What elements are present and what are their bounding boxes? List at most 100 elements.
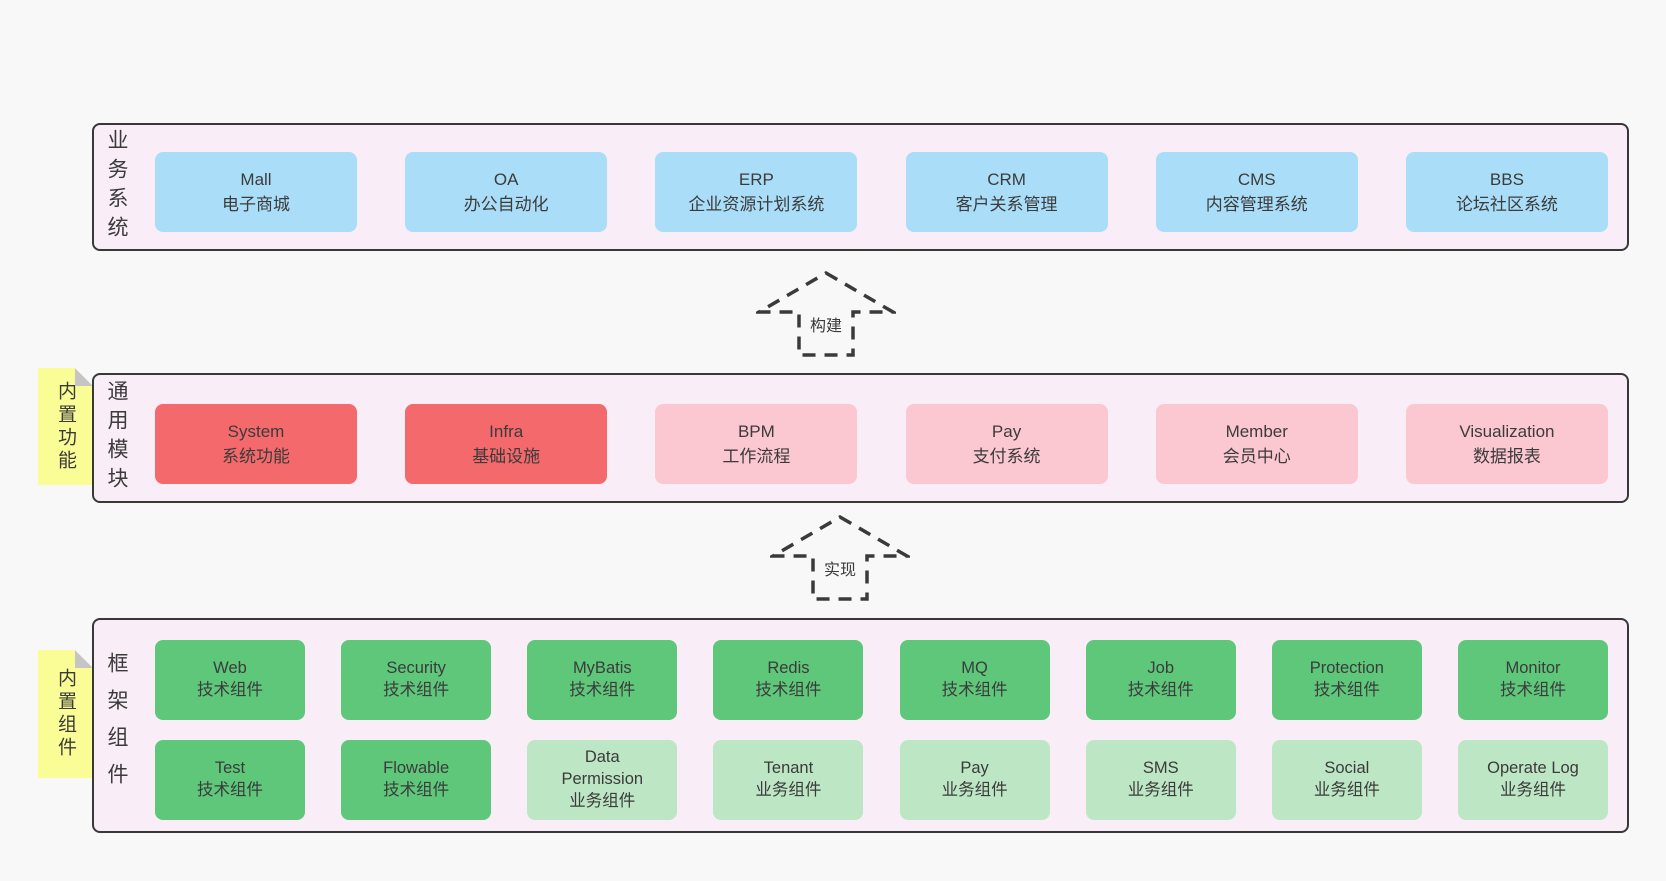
node-subtitle: 业务组件 (1127, 781, 1194, 799)
node-subtitle: 系统功能 (222, 447, 290, 466)
node-test: Test 技术组件 (155, 740, 305, 820)
node-title: CMS (1237, 169, 1276, 189)
arrow-implement: 实现 (770, 514, 910, 602)
folded-corner-icon (75, 368, 93, 386)
node-subtitle: 业务组件 (941, 781, 1008, 799)
node-title: MyBatis (572, 659, 632, 678)
node-title: Visualization (1459, 421, 1555, 441)
node-title: Pay (960, 759, 989, 778)
node-title: Redis (767, 659, 810, 678)
node-title: MQ (961, 659, 988, 678)
node-subtitle: 客户关系管理 (955, 195, 1058, 214)
node-subtitle: 业务组件 (755, 781, 822, 799)
node-oa: OA 办公自动化 (405, 152, 608, 232)
node-title: Infra (489, 421, 524, 441)
node-title: Social (1324, 759, 1370, 778)
modules-row: System 系统功能 Infra 基础设施 BPM 工作流程 Pay 支付系统… (155, 404, 1608, 484)
node-pay-system: Pay 支付系统 (905, 404, 1108, 484)
node-title: Security (386, 659, 446, 678)
up-arrow-icon (756, 270, 896, 357)
node-mall: Mall 电子商城 (155, 152, 357, 232)
node-security: Security 技术组件 (341, 640, 492, 720)
node-visualization: Visualization 数据报表 (1405, 404, 1608, 484)
node-subtitle: 支付系统 (972, 447, 1041, 466)
node-title: System (227, 421, 285, 441)
node-title: Operate Log (1487, 759, 1579, 778)
node-subtitle: 技术组件 (755, 681, 822, 699)
node-subtitle: 业务组件 (1499, 781, 1566, 799)
node-title: Tenant (763, 759, 814, 778)
node-title: BBS (1489, 169, 1524, 189)
node-subtitle: 会员中心 (1222, 447, 1291, 466)
node-title: CRM (987, 169, 1026, 189)
node-subtitle: 技术组件 (197, 681, 263, 699)
node-sms: SMS 业务组件 (1085, 740, 1236, 820)
node-mybatis: MyBatis 技术组件 (527, 640, 678, 720)
node-title: Pay (991, 421, 1022, 441)
business-row: Mall 电子商城 OA 办公自动化 ERP 企业资源计划系统 CRM 客户关系… (155, 152, 1608, 232)
node-subtitle: 企业资源计划系统 (688, 195, 825, 214)
sticky-built-in-features: 内置功能 (38, 368, 93, 485)
node-subtitle: 技术组件 (197, 781, 263, 799)
node-infra: Infra 基础设施 (405, 404, 608, 484)
node-pay-component: Pay 业务组件 (899, 740, 1050, 820)
node-subtitle: 办公自动化 (463, 195, 549, 214)
node-protection: Protection 技术组件 (1271, 640, 1422, 720)
node-title: Flowable (383, 759, 450, 778)
node-title: Job (1147, 659, 1174, 678)
node-subtitle: 技术组件 (383, 681, 450, 699)
sticky-text: 内置功能 (55, 380, 76, 473)
node-title: Protection (1309, 659, 1384, 678)
panel-business-label: 业务系统 (105, 129, 128, 245)
node-subtitle: 内容管理系统 (1205, 195, 1308, 214)
node-subtitle: 论坛社区系统 (1455, 195, 1558, 214)
panel-common-modules: 通用模块 System 系统功能 Infra 基础设施 BPM 工作流程 Pay… (92, 373, 1629, 503)
arrow-implement-label: 实现 (820, 555, 860, 581)
sticky-text: 内置组件 (55, 668, 76, 760)
panel-modules-label: 通用模块 (105, 380, 128, 496)
node-flowable: Flowable 技术组件 (341, 740, 492, 820)
node-subtitle: 技术组件 (383, 781, 450, 799)
node-title: Web (213, 659, 247, 678)
node-subtitle: 技术组件 (1499, 681, 1566, 699)
node-subtitle: 数据报表 (1472, 447, 1541, 466)
node-crm: CRM 客户关系管理 (905, 152, 1108, 232)
node-member: Member 会员中心 (1155, 404, 1358, 484)
node-title: Member (1225, 421, 1288, 441)
panel-framework-components: 框架组件 Web 技术组件 Security 技术组件 MyBatis 技术组件… (92, 618, 1629, 833)
node-erp: ERP 企业资源计划系统 (655, 152, 858, 232)
node-operate-log: Operate Log 业务组件 (1457, 740, 1608, 820)
node-cms: CMS 内容管理系统 (1155, 152, 1358, 232)
arrow-build-label: 构建 (806, 311, 846, 337)
arrow-build: 构建 (756, 270, 896, 358)
node-subtitle: 技术组件 (1127, 681, 1194, 699)
node-title: Monitor (1505, 659, 1561, 678)
node-system: System 系统功能 (155, 404, 357, 484)
panel-components-label: 框架组件 (105, 651, 128, 800)
node-subtitle: 技术组件 (941, 681, 1008, 699)
node-title: Mall (240, 169, 272, 189)
node-data-permission: Data Permission 业务组件 (527, 740, 678, 820)
node-title: BPM (737, 421, 775, 441)
node-title: SMS (1142, 759, 1179, 778)
node-title: Test (214, 759, 246, 778)
node-subtitle: 技术组件 (1313, 681, 1380, 699)
components-row-2: Test 技术组件 Flowable 技术组件 Data Permission … (155, 740, 1608, 820)
node-monitor: Monitor 技术组件 (1457, 640, 1608, 720)
node-subtitle: 基础设施 (472, 447, 541, 466)
node-title: OA (493, 169, 519, 189)
panel-business-systems: 业务系统 Mall 电子商城 OA 办公自动化 ERP 企业资源计划系统 CRM… (92, 123, 1629, 251)
node-web: Web 技术组件 (155, 640, 305, 720)
node-tenant: Tenant 业务组件 (713, 740, 864, 820)
node-subtitle: 业务组件 (1313, 781, 1380, 799)
node-bbs: BBS 论坛社区系统 (1405, 152, 1608, 232)
sticky-built-in-components: 内置组件 (38, 650, 93, 778)
node-bpm: BPM 工作流程 (655, 404, 858, 484)
node-title: ERP (738, 169, 774, 189)
node-subtitle: 技术组件 (569, 681, 636, 699)
node-mq: MQ 技术组件 (899, 640, 1050, 720)
node-social: Social 业务组件 (1271, 740, 1422, 820)
node-job: Job 技术组件 (1085, 640, 1236, 720)
node-redis: Redis 技术组件 (713, 640, 864, 720)
